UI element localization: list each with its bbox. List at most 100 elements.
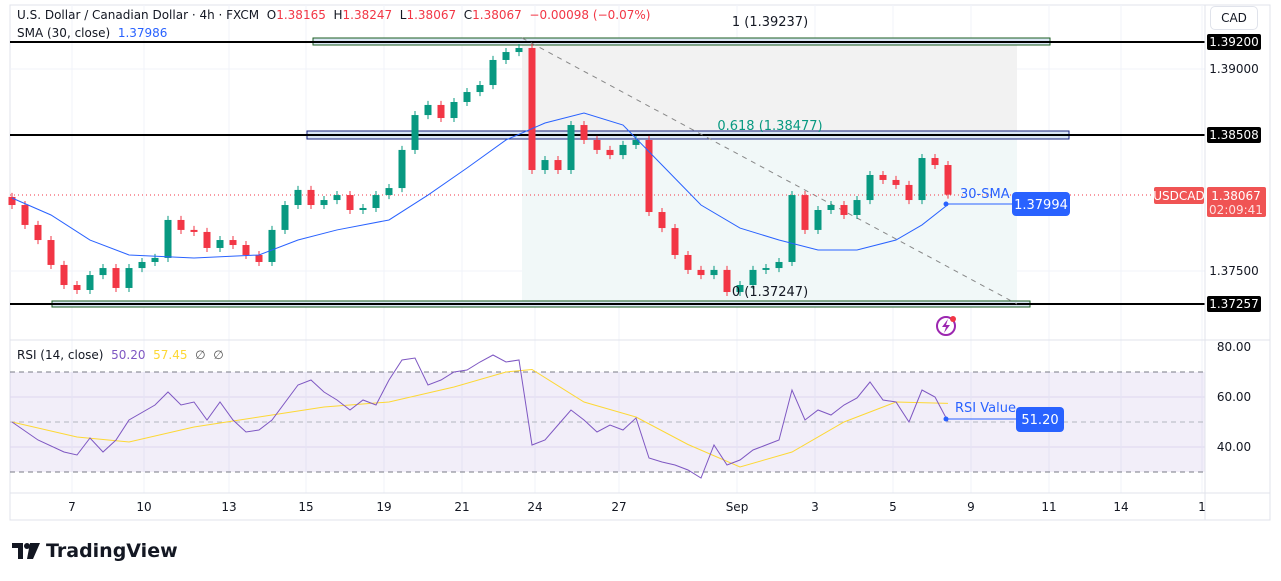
low-label: L (399, 8, 407, 22)
candle (99, 264, 107, 280)
candle-body (164, 219, 172, 258)
candle-body (411, 115, 419, 150)
level-tag-bottom-text: 1.37257 (1209, 297, 1259, 311)
candle-body (99, 268, 107, 276)
legend-sma[interactable]: SMA (30, close) 1.37986 (17, 26, 167, 40)
candle-body (34, 224, 42, 241)
candle-body (216, 240, 224, 248)
level-tag-bottom (1207, 296, 1261, 312)
candle (216, 235, 224, 253)
time-tick: 1 (1198, 500, 1206, 514)
candle (34, 220, 42, 245)
legend-main[interactable]: U.S. Dollar / Canadian Dollar · 4h · FXC… (17, 8, 650, 22)
candle (645, 135, 653, 217)
fib-zone-lower (522, 138, 1017, 304)
candle (190, 225, 198, 236)
candle-body (476, 85, 484, 93)
candle (268, 225, 276, 267)
time-tick: 3 (811, 500, 819, 514)
candle-body (736, 285, 744, 293)
currency-button[interactable]: CAD (1210, 6, 1258, 30)
candle (593, 135, 601, 154)
candle-body (346, 195, 354, 210)
candle-body (502, 52, 510, 60)
time-tick: 21 (454, 500, 469, 514)
candle (892, 175, 900, 189)
candle (502, 47, 510, 65)
rsi-tick: 80.00 (1217, 340, 1251, 354)
candle (203, 227, 211, 253)
candles (8, 43, 952, 297)
candle (21, 200, 29, 229)
candle-body (814, 209, 822, 230)
brand-name: TradingView (46, 540, 178, 562)
fib-trend-line[interactable] (521, 37, 1018, 305)
candle-body (645, 139, 653, 213)
time-tick: 24 (527, 500, 542, 514)
candle-body (424, 104, 432, 116)
countdown-text: 02:09:41 (1209, 203, 1263, 217)
candle-body (918, 158, 926, 201)
candle (840, 200, 848, 220)
sma-note: 30-SMA (960, 187, 1010, 202)
time-tick: 14 (1113, 500, 1128, 514)
last-price-tag (1207, 187, 1266, 217)
candle-body (593, 139, 601, 150)
rsi-callout-box[interactable] (1016, 407, 1064, 432)
rsi-line (11, 354, 949, 479)
candle-body (684, 254, 692, 270)
candle-body (905, 184, 913, 201)
candle-body (567, 125, 575, 171)
candle (658, 207, 666, 233)
candle-body (307, 189, 315, 206)
rsi-signal-line (11, 368, 949, 468)
price-tick: 1.39000 (1209, 62, 1259, 76)
candle-body (944, 165, 952, 195)
candle-body (892, 179, 900, 185)
candle-body (8, 196, 16, 206)
candle-body (255, 254, 263, 262)
candle-body (697, 269, 705, 276)
candle-body (866, 174, 874, 201)
candle-body (671, 228, 679, 255)
candle (762, 264, 770, 274)
candle (281, 200, 289, 234)
rsi-signal-value: 57.45 (153, 348, 188, 362)
candle-body (112, 268, 120, 288)
sma-label: SMA (30, close) (17, 26, 111, 40)
fib-zone-upper (522, 38, 1017, 138)
time-axis[interactable]: 7 10 13 15 19 21 24 27 Sep 3 5 9 11 14 1 (68, 500, 1206, 514)
candle-body (47, 240, 55, 265)
candle-body (463, 92, 471, 102)
candle (8, 192, 16, 210)
candle (866, 170, 874, 205)
candle-body (554, 160, 562, 171)
candle-body (775, 261, 783, 269)
candle (47, 235, 55, 269)
candle (307, 185, 315, 210)
candle (697, 265, 705, 280)
candle (580, 120, 588, 145)
candle (294, 185, 302, 210)
candle (437, 100, 445, 123)
candle (788, 191, 796, 267)
sma-callout-box[interactable] (1012, 192, 1070, 216)
candle-body (749, 269, 757, 286)
candle-body (723, 269, 731, 293)
candle (229, 235, 237, 250)
candle (944, 160, 952, 199)
legend-rsi[interactable]: RSI (14, close) 50.20 57.45 ∅ ∅ (17, 348, 224, 362)
candle (86, 271, 94, 295)
candle-body (21, 205, 29, 225)
rsi-tick: 40.00 (1217, 440, 1251, 454)
candle (112, 264, 120, 293)
candle (684, 250, 692, 274)
tradingview-logo[interactable]: TradingView (12, 540, 178, 562)
open-label: O (266, 8, 277, 22)
candle-body (281, 205, 289, 230)
time-tick: 10 (136, 500, 151, 514)
lightning-icon[interactable] (936, 316, 956, 336)
candle-body (489, 59, 497, 86)
open-value: 1.38165 (276, 8, 326, 22)
